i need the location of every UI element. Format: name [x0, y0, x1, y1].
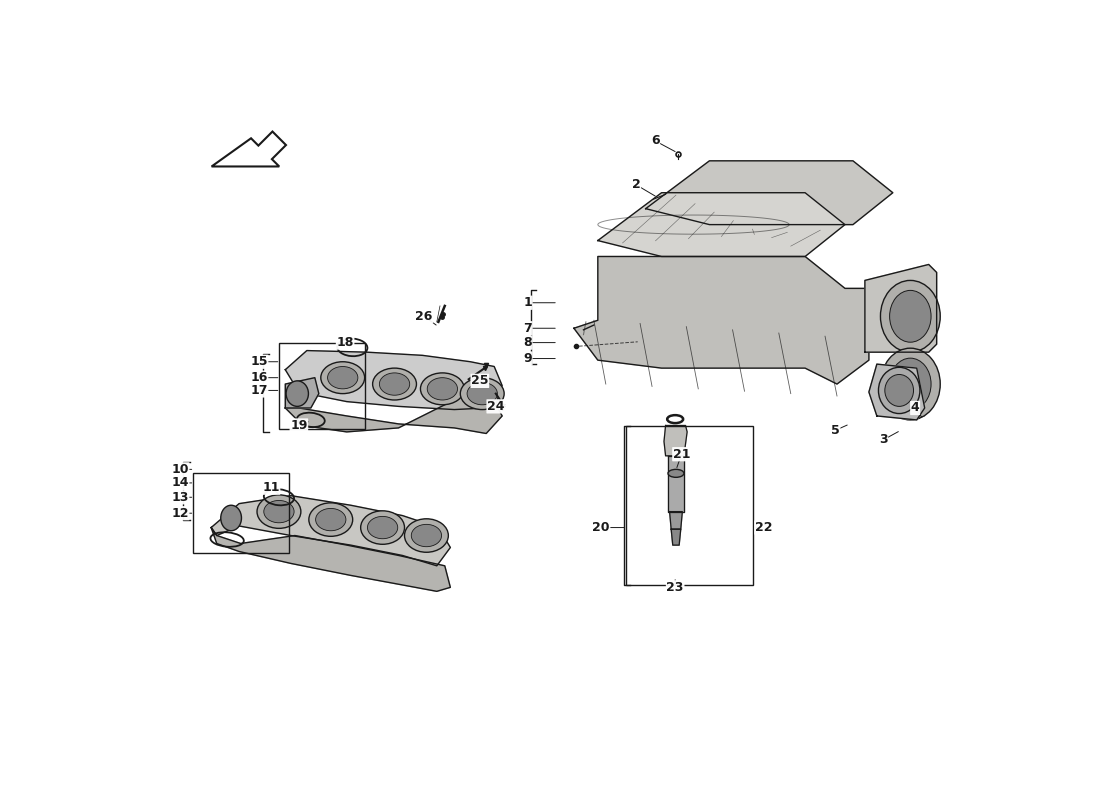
Polygon shape [285, 350, 503, 410]
Polygon shape [664, 426, 688, 456]
Polygon shape [671, 529, 681, 545]
Ellipse shape [221, 506, 242, 530]
Ellipse shape [361, 511, 405, 544]
Text: 1: 1 [524, 296, 532, 310]
Ellipse shape [316, 509, 345, 530]
Polygon shape [668, 456, 684, 512]
Text: 24: 24 [487, 400, 505, 413]
Ellipse shape [468, 382, 497, 405]
Text: 6: 6 [651, 134, 660, 147]
Polygon shape [211, 496, 450, 566]
Ellipse shape [668, 470, 684, 478]
Ellipse shape [257, 495, 301, 528]
Text: 8: 8 [524, 336, 532, 349]
Text: 15: 15 [251, 355, 267, 368]
Ellipse shape [321, 362, 364, 394]
Text: 25: 25 [471, 374, 488, 387]
Ellipse shape [890, 290, 931, 342]
Ellipse shape [286, 381, 308, 406]
Text: 5: 5 [830, 424, 839, 437]
Polygon shape [285, 378, 319, 408]
Text: 23: 23 [667, 581, 684, 594]
Ellipse shape [328, 366, 358, 389]
Text: 19: 19 [290, 419, 308, 432]
Polygon shape [670, 512, 682, 529]
Ellipse shape [427, 378, 458, 400]
Ellipse shape [411, 524, 441, 546]
Ellipse shape [420, 373, 464, 405]
Text: 17: 17 [251, 384, 267, 397]
Polygon shape [646, 161, 893, 225]
Ellipse shape [880, 281, 940, 352]
Ellipse shape [379, 373, 409, 395]
Text: 3: 3 [879, 434, 888, 446]
Text: 22: 22 [755, 521, 772, 534]
Ellipse shape [884, 374, 913, 406]
Polygon shape [574, 257, 869, 384]
Ellipse shape [264, 501, 294, 522]
Text: 2: 2 [631, 178, 640, 191]
Text: 16: 16 [251, 371, 267, 384]
Ellipse shape [890, 358, 931, 410]
Text: 20: 20 [592, 521, 609, 534]
Polygon shape [285, 392, 503, 434]
Text: 12: 12 [172, 506, 189, 520]
Ellipse shape [405, 518, 449, 552]
Ellipse shape [309, 503, 353, 536]
Text: 13: 13 [172, 490, 189, 504]
Ellipse shape [373, 368, 417, 400]
Ellipse shape [460, 378, 504, 410]
Ellipse shape [880, 348, 940, 420]
Text: 21: 21 [673, 448, 691, 461]
Polygon shape [597, 193, 845, 257]
Text: 26: 26 [416, 310, 432, 322]
Text: 11: 11 [262, 481, 279, 494]
Text: 10: 10 [172, 463, 189, 476]
Ellipse shape [367, 516, 398, 538]
Polygon shape [211, 527, 450, 591]
Polygon shape [869, 364, 925, 420]
Polygon shape [865, 265, 937, 352]
Text: 9: 9 [524, 352, 532, 365]
Text: 4: 4 [911, 402, 920, 414]
Text: 7: 7 [524, 322, 532, 334]
Text: 18: 18 [337, 336, 354, 349]
Text: 14: 14 [172, 477, 189, 490]
Ellipse shape [879, 367, 920, 414]
Polygon shape [211, 131, 286, 166]
